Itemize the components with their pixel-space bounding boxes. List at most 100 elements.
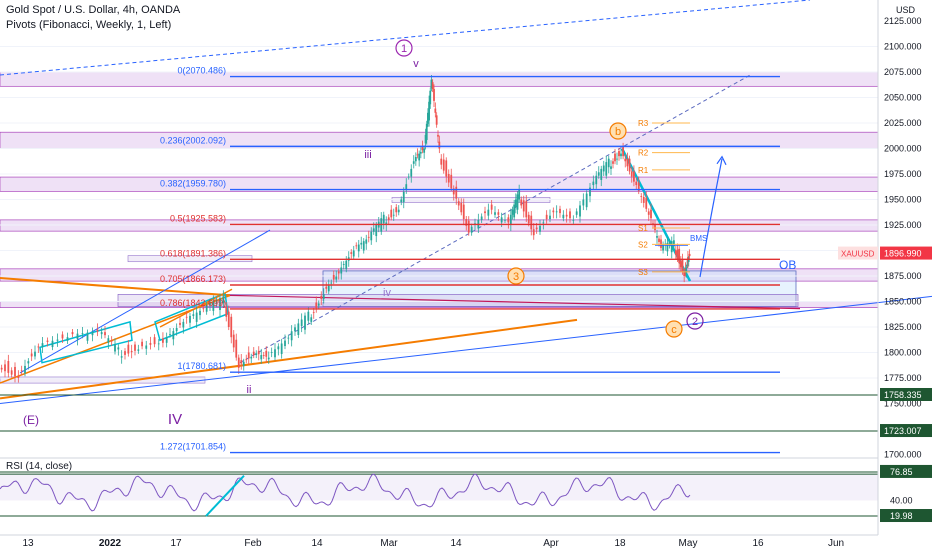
candle-body (117, 347, 120, 350)
candle-body (30, 353, 33, 357)
candle-body (622, 145, 624, 157)
candle-body (668, 242, 671, 246)
candle-body (290, 331, 293, 341)
candle-body (304, 315, 306, 330)
candle-body (658, 238, 660, 242)
candle-body (327, 285, 330, 292)
candle-body (195, 312, 198, 322)
price-tag-bg (880, 246, 932, 260)
candle-body (317, 303, 320, 306)
candle-body (225, 306, 228, 317)
candle-body (242, 361, 245, 367)
wave-IV-label: IV (168, 411, 182, 428)
candle-body (670, 241, 673, 253)
candle-body (287, 337, 290, 339)
rsi-band (0, 474, 878, 501)
supply-demand-zone (0, 71, 879, 87)
projection-arrow (699, 158, 723, 278)
candle-body (34, 351, 36, 357)
fib-level-label: 1(1780.681) (177, 361, 226, 371)
candle-body (355, 245, 358, 247)
candle-body (175, 328, 178, 332)
candle-body (145, 345, 148, 349)
candle-body (597, 172, 600, 176)
wave-1-label: 1 (401, 43, 407, 55)
candle-body (416, 154, 419, 156)
candle-body (610, 166, 612, 169)
fib-level-label: 0(2070.486) (177, 66, 226, 76)
candle-body (20, 370, 23, 372)
candle-body (237, 357, 240, 368)
wave-ii-label: ii (247, 384, 252, 396)
candle-body (100, 332, 103, 335)
candle-body (673, 240, 675, 247)
wave-c-label-circle (665, 320, 683, 338)
candle-body (91, 332, 94, 336)
candle-body (157, 343, 160, 345)
candle-body (66, 337, 69, 341)
candle-body (405, 184, 408, 190)
candle-body (297, 323, 300, 335)
candle-body (230, 316, 233, 338)
currency-label: USD (896, 5, 916, 15)
candle-body (212, 301, 215, 311)
wave-1-label-circle (395, 39, 413, 57)
time-tick-label: 18 (614, 538, 626, 549)
pivot-label: R1 (638, 166, 649, 175)
candle-body (240, 360, 243, 364)
candle-body (462, 204, 465, 220)
candle-body (202, 308, 205, 310)
candle-body (532, 229, 535, 236)
price-tick-label: 2100.000 (884, 42, 922, 52)
candle-body (429, 90, 432, 105)
candle-body (182, 321, 185, 328)
arrow-head (716, 155, 727, 166)
candle-body (24, 365, 26, 374)
candle-body (107, 338, 110, 343)
candle-body (431, 82, 434, 89)
candle-body (507, 217, 510, 223)
candle-body (124, 351, 126, 355)
candle-body (332, 274, 335, 280)
candle-body (149, 342, 152, 345)
candle-body (642, 196, 645, 203)
wave-b-label: b (615, 126, 621, 138)
candle-body (565, 214, 568, 217)
fib-level-label: 0.705(1866.173) (160, 274, 226, 284)
candle-body (10, 370, 13, 375)
candle-body (511, 209, 514, 215)
symbol-tag: XAUUSD (841, 250, 875, 259)
candle-body (199, 310, 201, 316)
candle-body (280, 343, 283, 355)
candle-body (504, 219, 506, 221)
price-tick-label: 2050.000 (884, 93, 922, 103)
wave-3-label-circle (507, 267, 525, 285)
order-block-zone (322, 270, 797, 307)
rsi-tick-label: 40.00 (890, 496, 913, 506)
candle-body (367, 236, 370, 238)
pivot-label: S2 (638, 240, 648, 249)
pivot-label: S1 (638, 224, 648, 233)
candle-body (172, 331, 175, 340)
candle-body (382, 214, 385, 224)
candle-body (71, 332, 74, 335)
candle-body (41, 343, 44, 347)
candle-body (527, 214, 530, 224)
candle-body (205, 304, 208, 312)
price-tick-label: 2025.000 (884, 118, 922, 128)
candle-body (257, 350, 260, 355)
candle-body (96, 329, 99, 332)
candle-body (0, 367, 3, 370)
candle-body (535, 227, 538, 230)
candle-body (437, 134, 439, 137)
time-tick-label: 13 (22, 538, 34, 549)
indicator-title: Pivots (Fibonacci, Weekly, 1, Left) (6, 19, 172, 31)
candle-body (628, 158, 631, 172)
candle-body (330, 282, 333, 284)
time-tick-label: Mar (380, 538, 398, 549)
candle-body (312, 312, 315, 314)
candle-body (592, 181, 595, 186)
wave-iv-label: iv (383, 287, 391, 299)
candle-body (412, 161, 415, 164)
